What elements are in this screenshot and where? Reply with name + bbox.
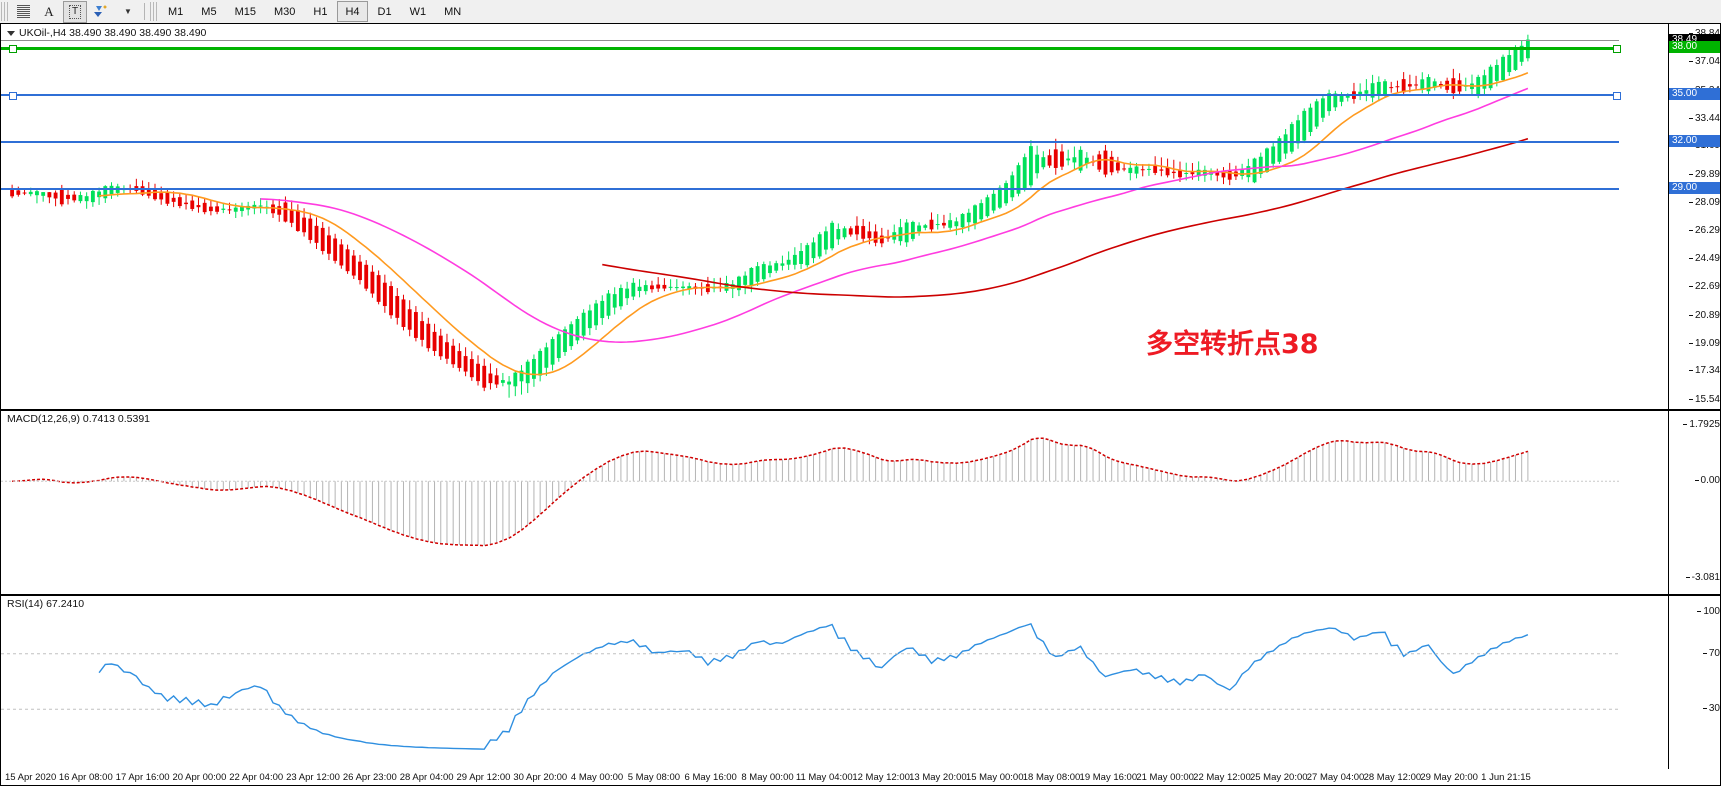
toolbar-drag-handle[interactable]	[1, 2, 10, 21]
time-label: 15 Apr 2020	[5, 772, 57, 783]
timeframe-group: M1 M5 M15 M30 H1 H4 D1 W1 MN	[159, 1, 470, 22]
time-label: 25 May 20:00	[1249, 772, 1308, 783]
macd-tick: 1.7925	[1683, 420, 1720, 430]
crosshair-cursor-icon[interactable]	[11, 1, 35, 23]
time-label: 22 Apr 04:00	[229, 772, 284, 783]
timeframe-d1[interactable]: D1	[377, 5, 392, 18]
time-label: 18 May 08:00	[1022, 772, 1081, 783]
chevron-down-icon[interactable]: ▼	[124, 7, 132, 16]
time-label: 28 Apr 04:00	[399, 772, 454, 783]
chart-frame[interactable]: UKOil-,H4 38.490 38.490 38.490 38.490 多空…	[0, 23, 1721, 786]
line-anchor[interactable]	[1613, 45, 1621, 54]
macd-header: MACD(12,26,9) 0.7413 0.5391	[7, 413, 151, 425]
time-label: 19 May 16:00	[1079, 772, 1138, 783]
shapes-icon[interactable]	[89, 1, 113, 23]
macd-tick: 0.00	[1694, 476, 1720, 486]
timeframe-h1[interactable]: H1	[313, 5, 328, 18]
price-tick: 33.44	[1688, 113, 1720, 124]
price-tick: 22.69	[1688, 282, 1720, 292]
timeframe-w1[interactable]: W1	[409, 5, 427, 18]
price-tick: 17.34	[1688, 366, 1720, 376]
time-scale[interactable]: 15 Apr 2020 16 Apr 08:00 17 Apr 16:00 20 Ap…	[1, 769, 1720, 785]
timeframe-m1[interactable]: M1	[168, 5, 184, 18]
time-label: 20 Apr 00:00	[172, 772, 227, 783]
price-badge-horizontal-line[interactable]: 35.00	[1668, 88, 1720, 101]
price-scale-divider	[1668, 24, 1669, 409]
rsi-pane[interactable]: RSI(14) 67.2410 100 70 30 15 Apr 2020 16 Ap…	[1, 596, 1720, 785]
time-label: 8 May 00:00	[741, 772, 794, 783]
collapse-triangle-icon[interactable]	[7, 30, 15, 36]
time-label: 1 Jun 21:15	[1481, 772, 1531, 783]
macd-tick: -3.081	[1685, 573, 1720, 583]
price-badge-horizontal-line[interactable]: 32.00	[1668, 135, 1720, 148]
price-badge-horizontal-line[interactable]: 29.00	[1668, 182, 1720, 195]
rsi-scale[interactable]: 100 70 30	[1669, 596, 1720, 769]
timeframe-m5[interactable]: M5	[201, 5, 217, 18]
price-tick: 24.49	[1688, 254, 1720, 264]
rsi-tick: 100	[1697, 607, 1720, 617]
time-label: 22 May 12:00	[1193, 772, 1251, 783]
line-anchor[interactable]	[1613, 92, 1621, 101]
price-candles	[10, 34, 1530, 398]
toolbar: A T ▼ M1 M5 M15 M30 H1 H4 D1 W1 MN	[0, 0, 1721, 24]
pane-separator-1[interactable]	[1, 409, 1720, 411]
line-anchor[interactable]	[9, 92, 17, 101]
time-label: 6 May 16:00	[684, 772, 737, 783]
time-label: 30 Apr 20:00	[513, 772, 568, 783]
price-tick: 15.54	[1688, 394, 1720, 405]
price-tick: 26.29	[1688, 225, 1720, 236]
price-badge-horizontal-line[interactable]: 38.00	[1668, 41, 1720, 54]
time-label: 15 May 00:00	[965, 772, 1024, 783]
time-label: 17 Apr 16:00	[115, 772, 170, 783]
horizontal-line-level-32[interactable]	[1, 141, 1619, 144]
rsi-tick: 30	[1702, 704, 1720, 714]
time-label: 11 May 04:00	[795, 772, 853, 783]
rsi-scale-divider	[1668, 596, 1669, 785]
time-label: 26 Apr 23:00	[342, 772, 397, 783]
time-label: 27 May 04:00	[1306, 772, 1365, 783]
timeframe-m15[interactable]: M15	[234, 5, 256, 18]
horizontal-line-level-38[interactable]	[1, 47, 1619, 51]
horizontal-line-level-35[interactable]	[1, 94, 1619, 97]
macd-plot	[1, 437, 1619, 547]
time-label: 28 May 12:00	[1363, 772, 1422, 783]
text-label-icon[interactable]: A	[44, 3, 54, 19]
symbol-ohlc-header: UKOil-,H4 38.490 38.490 38.490 38.490	[7, 27, 206, 39]
macd-pane[interactable]: MACD(12,26,9) 0.7413 0.5391 1.7925 0.00 -3…	[1, 411, 1720, 594]
rsi-plot	[1, 622, 1619, 750]
pane-separator-2[interactable]	[1, 594, 1720, 596]
time-label: 29 May 20:00	[1420, 772, 1478, 783]
price-tick: 28.09	[1688, 197, 1720, 208]
rsi-header: RSI(14) 67.2410	[7, 598, 85, 610]
price-tick: 37.04	[1688, 57, 1720, 67]
line-anchor[interactable]	[9, 45, 17, 54]
time-label: 4 May 00:00	[570, 772, 624, 783]
price-scale[interactable]: 38.8437.0435.2433.4431.6929.8928.0926.29…	[1668, 24, 1720, 409]
horizontal-line-level-29[interactable]	[1, 188, 1619, 191]
time-label: 29 Apr 12:00	[456, 772, 511, 783]
last-price-line	[1, 39, 1619, 41]
price-tick: 19.09	[1688, 338, 1720, 349]
price-tick: 20.89	[1688, 310, 1720, 321]
price-tick: 29.89	[1688, 169, 1720, 180]
time-label: 16 Apr 08:00	[58, 772, 113, 783]
time-label: 13 May 20:00	[909, 772, 967, 783]
time-label: 5 May 08:00	[627, 772, 681, 783]
time-label: 12 May 12:00	[852, 772, 910, 783]
toolbar-divider	[144, 3, 145, 20]
timeframe-h4[interactable]: H4	[337, 1, 368, 22]
text-box-icon[interactable]: T	[63, 0, 87, 23]
timeframe-drag-handle[interactable]	[150, 2, 159, 21]
timeframe-mn[interactable]: MN	[444, 5, 462, 18]
macd-scale-divider	[1668, 411, 1669, 594]
price-pane[interactable]: UKOil-,H4 38.490 38.490 38.490 38.490 多空…	[1, 24, 1720, 409]
rsi-tick: 70	[1702, 648, 1720, 659]
chart-annotation-text: 多空转折点38	[1146, 329, 1319, 360]
time-label: 21 May 00:00	[1136, 772, 1194, 783]
macd-scale[interactable]: 1.7925 0.00 -3.081	[1669, 411, 1720, 594]
time-label: 23 Apr 12:00	[286, 772, 340, 783]
timeframe-m30[interactable]: M30	[273, 5, 296, 18]
